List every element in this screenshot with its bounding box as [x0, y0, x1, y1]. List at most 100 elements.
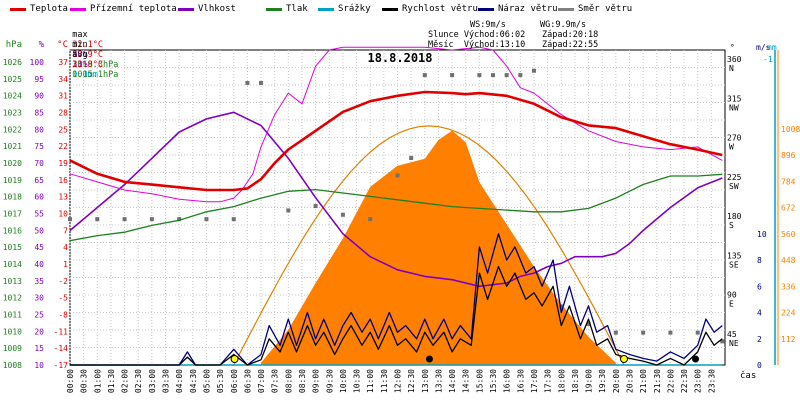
wind-direction-point: [95, 217, 100, 222]
wind-direction-point: [613, 330, 618, 335]
x-tick-label: 09:30: [325, 369, 334, 393]
series-line: [69, 46, 723, 203]
pct-axis-tick: 80: [34, 125, 44, 134]
chart-title: 18.8.2018: [367, 51, 432, 65]
pct-axis-tick: 100: [30, 58, 45, 67]
x-tick-label: 22:30: [680, 369, 689, 393]
x-tick-label: 07:30: [271, 369, 280, 393]
stat-max-press: 1019.3hPa: [72, 60, 119, 70]
stat-avg-temp: 23.8°C: [72, 60, 103, 70]
legend-swatch: [70, 7, 86, 11]
legend-label: Náraz větru: [498, 4, 558, 14]
hpa-axis-tick: 1026: [3, 58, 22, 67]
stats-max: max 32.1°C 88% 1019.3hPa 0.0mm: [62, 20, 118, 80]
wm2-tick: 560: [781, 230, 796, 239]
pct-axis-tick: 95: [34, 75, 44, 84]
legend-swatch: [478, 7, 494, 11]
x-tick-label: 08:30: [298, 369, 307, 393]
x-tick-label: 01:30: [107, 369, 116, 393]
wind-direction-point: [204, 217, 209, 222]
temp-axis-tick: -2: [58, 277, 68, 286]
x-tick-label: 13:30: [434, 369, 443, 393]
x-tick-label: 21:00: [639, 369, 648, 393]
info-ws: WS:9m/s: [470, 20, 506, 30]
hpa-axis-tick: 1013: [3, 277, 22, 286]
stat-min-label: min: [72, 40, 88, 50]
x-tick-label: 19:00: [585, 369, 594, 393]
x-tick-label: 22:00: [666, 369, 675, 393]
hpa-axis-tick: 1019: [3, 176, 22, 185]
x-tick-label: 06:30: [243, 369, 252, 393]
temp-axis-tick: 22: [58, 142, 68, 151]
stat-max-rain: 0.0mm: [72, 70, 98, 80]
x-tick-label: 05:00: [202, 369, 211, 393]
ms-tick: 2: [757, 335, 762, 344]
temp-axis-tick: 28: [58, 109, 68, 118]
wm2-tick: 672: [781, 204, 796, 213]
x-axis-label: čas: [740, 370, 756, 381]
pct-axis-unit: %: [39, 40, 45, 50]
wind-direction-point: [477, 73, 482, 78]
stat-min-temp: 13.9°C: [72, 50, 103, 60]
dir-tick: NW: [729, 103, 739, 112]
x-tick-label: 15:00: [475, 369, 484, 393]
dir-axis-unit: °: [730, 43, 735, 52]
hpa-axis-tick: 1024: [3, 92, 22, 101]
wind-direction-point: [559, 304, 564, 309]
x-tick-label: 19:30: [598, 369, 607, 393]
x-tick-label: 03:30: [162, 369, 171, 393]
wm2-tick: 896: [781, 151, 796, 160]
dir-tick: 45: [727, 330, 737, 339]
pct-axis-tick: 40: [34, 260, 44, 269]
x-tick-label: 18:00: [557, 369, 566, 393]
legend-item: Tlak: [266, 3, 308, 15]
legend-label: Tlak: [286, 4, 308, 14]
temp-axis-tick: 16: [58, 176, 68, 185]
wind-direction-point: [368, 217, 373, 222]
x-tick-label: 05:30: [216, 369, 225, 393]
wind-direction-point: [122, 217, 127, 222]
wm2-tick: 336: [781, 282, 796, 291]
x-tick-label: 04:30: [189, 369, 198, 393]
pct-axis-tick: 15: [34, 344, 44, 353]
temp-axis-tick: 10: [58, 210, 68, 219]
temp-axis-tick: 1: [63, 260, 68, 269]
series-line: [69, 90, 723, 192]
pct-axis-tick: 85: [34, 109, 44, 118]
stat-min-press: 1015.1hPa: [72, 70, 119, 80]
x-tick-label: 13:00: [421, 369, 430, 393]
x-tick-label: 03:00: [148, 369, 157, 393]
temp-axis-tick: 37: [58, 58, 68, 67]
x-tick-label: 04:00: [175, 369, 184, 393]
x-tick-label: 00:00: [66, 369, 75, 393]
x-tick-label: 12:00: [394, 369, 403, 393]
ms-tick: 6: [757, 282, 762, 291]
temp-axis-tick: 7: [63, 226, 68, 235]
hpa-axis-tick: 1010: [3, 327, 22, 336]
pct-axis-tick: 75: [34, 142, 44, 151]
series-line: [70, 233, 723, 366]
series-line: [69, 173, 723, 242]
temp-axis-tick: 31: [58, 92, 68, 101]
dir-tick: 270: [727, 134, 742, 143]
hpa-axis-tick: 1021: [3, 142, 22, 151]
wind-direction-point: [720, 339, 725, 344]
legend-swatch: [266, 7, 282, 11]
info-wg: WG:9.9m/s: [540, 20, 587, 30]
sun-marker: [230, 355, 239, 363]
x-tick-label: 14:00: [448, 369, 457, 393]
hpa-axis-tick: 1008: [3, 361, 22, 370]
temp-axis-tick: 25: [58, 125, 68, 134]
temp-axis-tick: 19: [58, 159, 68, 168]
pct-axis-tick: 30: [34, 294, 44, 303]
legend-swatch: [10, 7, 26, 11]
chart-axes: 00:00 00:30 01:00 01:30 02:00 02:30 03:00 03:30…: [3, 40, 800, 393]
legend-swatch: [558, 7, 574, 11]
hpa-axis-tick: 1016: [3, 226, 22, 235]
pct-axis-tick: 50: [34, 226, 44, 235]
x-tick-label: 10:00: [339, 369, 348, 393]
stat-max-hum: 88%: [72, 50, 88, 60]
legend-label: Přízemní teplota: [90, 4, 177, 14]
wm2-tick: 224: [781, 309, 796, 318]
